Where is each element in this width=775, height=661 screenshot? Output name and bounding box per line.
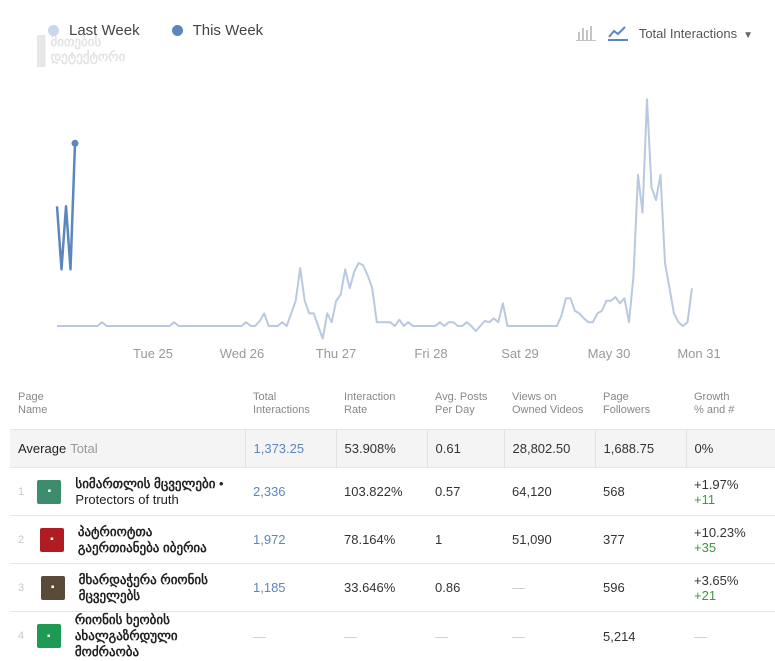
x-tick-label: Wed 26 <box>220 346 265 361</box>
page-cell[interactable]: 3 ▪ მხარდაჭერა რიონის მცველებს <box>10 563 245 612</box>
average-followers: 1,688.75 <box>595 429 687 468</box>
legend-this-week[interactable]: This Week <box>192 22 264 39</box>
last-week-dot-icon <box>48 25 59 36</box>
watermark-line2: დეტექტორი <box>50 49 126 64</box>
watermark-text: მითების დეტექტორი <box>51 34 126 64</box>
page-name-link[interactable]: რიონის ხეობის ახალგაზრდული მოძრაობა <box>74 612 178 659</box>
average-label: Average <box>18 441 67 456</box>
header-followers[interactable]: Page Followers <box>603 391 651 416</box>
header-total-interactions[interactable]: Total Interactions <box>253 391 310 416</box>
growth-number: +11 <box>694 491 716 507</box>
page-cell[interactable]: 4 ▪ რიონის ხეობის ახალგაზრდული მოძრაობა <box>10 611 245 660</box>
row-rank: 1 <box>18 485 25 498</box>
x-tick-label: May 30 <box>588 346 631 361</box>
table-row[interactable]: 4 ▪ რიონის ხეობის ახალგაზრდული მოძრაობა — — —… <box>10 611 775 660</box>
x-tick-label: Thu 27 <box>316 346 356 361</box>
row-growth: +1.97% +11 <box>686 467 775 516</box>
header-page-name[interactable]: Page Name <box>18 391 48 416</box>
row-followers: 568 <box>595 467 686 516</box>
row-growth: +10.23% +35 <box>686 515 775 564</box>
table-row[interactable]: 3 ▪ მხარდაჭერა რიონის მცველებს 1,185 33.646%… <box>10 563 775 612</box>
growth-percent: +3.65% <box>694 572 739 588</box>
x-tick-label: Mon 31 <box>677 346 720 361</box>
chart-legend: Last Week This Week <box>48 22 263 39</box>
row-total-interactions[interactable]: 1,185 <box>245 563 336 612</box>
row-views: 51,090 <box>504 515 595 564</box>
row-interaction-rate: — <box>336 611 427 660</box>
row-total-interactions: — <box>245 611 336 660</box>
x-tick-label: Tue 25 <box>133 346 173 361</box>
row-followers: 377 <box>595 515 686 564</box>
row-avg-posts: 0.57 <box>427 467 504 516</box>
page-name-link[interactable]: სიმართლის მცველები • Protectors of truth <box>75 475 224 507</box>
watermark-line1: მითების <box>50 34 102 49</box>
average-rate: 53.908% <box>336 429 428 468</box>
average-row: Average Total 1,373.25 53.908% 0.61 28,80… <box>10 429 775 468</box>
average-label-cell: Average Total <box>10 429 246 468</box>
row-views: — <box>504 563 595 612</box>
row-followers: 596 <box>595 563 686 612</box>
row-total-interactions[interactable]: 1,972 <box>245 515 336 564</box>
pages-table: Page Name Total Interactions Interaction Ra… <box>10 383 775 660</box>
page-cell[interactable]: 2 ▪ პატრიოტთა გაერთიანება იბერია <box>10 515 245 564</box>
row-avg-posts: 1 <box>427 515 504 564</box>
row-interaction-rate: 78.164% <box>336 515 427 564</box>
page-avatar[interactable]: ▪ <box>40 575 65 600</box>
growth-number: +35 <box>694 539 717 555</box>
row-views: 64,120 <box>504 467 595 516</box>
row-followers: 5,214 <box>595 611 686 660</box>
line-chart-icon[interactable] <box>607 24 629 42</box>
page-avatar[interactable]: ▪ <box>37 479 62 504</box>
average-total: 1,373.25 <box>245 429 337 468</box>
header-views[interactable]: Views on Owned Videos <box>512 391 584 416</box>
page-name-link[interactable]: პატრიოტთა გაერთიანება იბერია <box>77 523 207 555</box>
row-rank: 4 <box>18 630 25 642</box>
x-tick-label: Sat 29 <box>501 346 539 361</box>
bar-chart-icon[interactable] <box>575 24 597 42</box>
row-avg-posts: — <box>427 611 504 660</box>
this-week-dot-icon <box>171 25 183 36</box>
average-views: 28,802.50 <box>504 429 596 468</box>
interactions-line-chart: Tue 25 Wed 26 Thu 27 Fri 28 Sat 29 May 30 Mon … <box>55 98 721 361</box>
row-total-interactions[interactable]: 2,336 <box>245 467 336 516</box>
row-interaction-rate: 103.822% <box>336 467 427 516</box>
average-sub-label: Total <box>70 441 98 456</box>
chart-controls: Total Interactions ▼ <box>575 24 753 42</box>
legend-last-week[interactable]: Last Week <box>69 22 140 39</box>
metric-dropdown[interactable]: Total Interactions ▼ <box>639 26 753 41</box>
row-views: — <box>504 611 595 660</box>
chevron-down-icon: ▼ <box>743 29 753 41</box>
row-avg-posts: 0.86 <box>427 563 504 612</box>
growth-number: +21 <box>694 587 717 603</box>
metric-label: Total Interactions <box>638 25 738 41</box>
average-growth: 0% <box>686 429 775 468</box>
average-posts: 0.61 <box>427 429 505 468</box>
growth-percent: — <box>694 628 707 644</box>
page-avatar[interactable]: ▪ <box>39 527 64 552</box>
x-tick-label: Fri 28 <box>414 346 447 361</box>
watermark-bars-icon: ||| <box>34 29 48 68</box>
growth-percent: +1.97% <box>694 476 739 492</box>
series-this-week-line <box>55 143 77 271</box>
watermark-logo: ||| მითების დეტექტორი <box>12 18 202 80</box>
growth-percent: +10.23% <box>694 524 746 540</box>
table-header-row: Page Name Total Interactions Interaction Ra… <box>10 383 775 430</box>
row-interaction-rate: 33.646% <box>336 563 427 612</box>
row-rank: 2 <box>18 533 25 546</box>
series-last-week-line <box>57 98 693 340</box>
table-row[interactable]: 1 ▪ სიმართლის მცველები • Protectors of tru… <box>10 467 775 516</box>
header-avg-posts[interactable]: Avg. Posts Per Day <box>435 391 488 416</box>
this-week-end-point[interactable] <box>71 139 79 147</box>
row-growth: — <box>686 611 775 660</box>
page-cell[interactable]: 1 ▪ სიმართლის მცველები • Protectors of tru… <box>10 467 245 516</box>
row-growth: +3.65% +21 <box>686 563 775 612</box>
header-growth[interactable]: Growth% and # <box>694 391 735 416</box>
row-rank: 3 <box>18 581 25 594</box>
table-row[interactable]: 2 ▪ პატრიოტთა გაერთიანება იბერია 1,972 78.16… <box>10 515 775 564</box>
page-name-link[interactable]: მხარდაჭერა რიონის მცველებს <box>78 571 208 603</box>
header-interaction-rate[interactable]: Interaction Rate <box>344 391 396 416</box>
page-avatar[interactable]: ▪ <box>36 624 61 648</box>
